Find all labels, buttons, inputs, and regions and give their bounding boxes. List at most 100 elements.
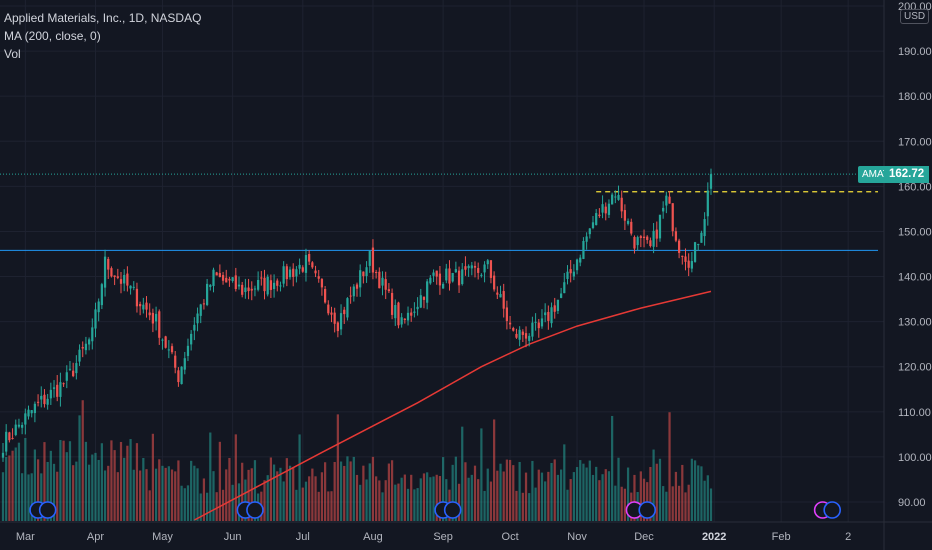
candle-body bbox=[384, 279, 387, 290]
volume-bar bbox=[228, 457, 231, 521]
horizontal-lines[interactable] bbox=[0, 191, 878, 251]
candle-body bbox=[387, 289, 391, 292]
volume-bar bbox=[193, 465, 196, 521]
ma-indicator-label[interactable]: MA (200, close, 0) bbox=[4, 29, 101, 43]
candle-body bbox=[652, 230, 655, 247]
currency-label[interactable]: USD bbox=[900, 9, 930, 24]
candle-body bbox=[371, 247, 375, 273]
volume-bar bbox=[572, 472, 575, 521]
candle-body bbox=[639, 236, 642, 238]
price-tick-label: 110.00 bbox=[898, 407, 931, 419]
volume-bar bbox=[346, 456, 349, 521]
volume-bar bbox=[132, 469, 135, 521]
candle-body bbox=[585, 236, 588, 242]
candle-body bbox=[30, 410, 33, 414]
volume-bar bbox=[642, 478, 646, 521]
volume-bar bbox=[247, 469, 250, 521]
volume-bar bbox=[314, 476, 317, 521]
volume-bar bbox=[681, 464, 684, 521]
candle-body bbox=[547, 311, 550, 321]
volume-bar bbox=[1, 472, 5, 521]
volume-bar bbox=[288, 465, 292, 521]
volume-bar bbox=[470, 474, 473, 521]
candle-body bbox=[394, 305, 397, 319]
volume-bar bbox=[352, 456, 355, 521]
candle-body bbox=[97, 301, 100, 313]
volume-indicator-label[interactable]: Vol bbox=[4, 47, 21, 61]
time-tick-label: Oct bbox=[502, 531, 519, 543]
candle-body bbox=[72, 370, 75, 377]
volume-bar bbox=[190, 460, 193, 521]
volume-bar bbox=[649, 466, 652, 521]
volume-bar bbox=[263, 480, 266, 521]
volume-bar bbox=[349, 461, 352, 521]
volume-bar bbox=[81, 400, 84, 521]
candle-body bbox=[24, 413, 27, 425]
candle-body bbox=[266, 276, 269, 295]
volume-bar bbox=[21, 473, 24, 521]
volume-bar bbox=[655, 463, 658, 521]
volume-bar bbox=[323, 462, 327, 521]
candle-body bbox=[524, 333, 528, 339]
volume-bar bbox=[298, 434, 301, 521]
volume-bar bbox=[547, 471, 550, 521]
candle-body bbox=[432, 272, 435, 276]
candle-body bbox=[231, 277, 234, 282]
volume-bar bbox=[250, 468, 253, 521]
volume-bar bbox=[674, 471, 678, 521]
volume-bar bbox=[139, 470, 142, 521]
volume-bar bbox=[451, 464, 454, 521]
volume-bar bbox=[43, 442, 46, 521]
candle-body bbox=[123, 275, 126, 284]
event-markers[interactable] bbox=[29, 501, 841, 519]
volume-bar bbox=[438, 476, 442, 521]
volume-bar bbox=[52, 463, 56, 521]
candle-body bbox=[177, 370, 180, 383]
volume-bar bbox=[534, 487, 537, 521]
volume-bar bbox=[97, 459, 100, 521]
candle-body bbox=[40, 395, 43, 400]
volume-bar bbox=[103, 470, 107, 521]
volume-bar bbox=[119, 441, 123, 521]
volume-bar bbox=[416, 488, 419, 521]
candle-body bbox=[690, 261, 693, 269]
volume-bar bbox=[540, 472, 544, 521]
price-axis[interactable]: 90.00 100.00 110.00 120.00 130.00 140.00 150.0… bbox=[898, 1, 932, 509]
candle-body bbox=[84, 343, 88, 351]
volume-bar bbox=[620, 486, 623, 521]
price-tick-label: 150.00 bbox=[898, 226, 932, 238]
candle-body bbox=[674, 231, 678, 241]
volume-bar bbox=[317, 491, 320, 521]
candle-body bbox=[378, 271, 381, 289]
volume-bar bbox=[381, 492, 384, 521]
candle-body bbox=[413, 311, 416, 313]
candle-body bbox=[209, 284, 212, 288]
candle-body bbox=[515, 333, 518, 338]
volume-bar bbox=[129, 439, 132, 521]
candle-body bbox=[190, 333, 193, 345]
candle-body bbox=[601, 204, 604, 213]
candle-body bbox=[269, 280, 273, 290]
candle-body bbox=[464, 266, 467, 270]
candle-body bbox=[441, 283, 445, 289]
volume-bar bbox=[384, 480, 387, 521]
volume-bar bbox=[697, 465, 700, 521]
volume-bar bbox=[72, 465, 75, 521]
price-tick-label: 160.00 bbox=[898, 181, 932, 193]
candle-body bbox=[642, 236, 646, 239]
volume-bar bbox=[308, 476, 311, 521]
volume-bar bbox=[429, 477, 432, 521]
volume-bars bbox=[1, 400, 713, 521]
price-tick-label: 100.00 bbox=[898, 452, 932, 464]
time-axis[interactable]: Mar Apr May Jun Jul Aug Sep Oct Nov Dec 2022 Feb 2 bbox=[16, 531, 851, 543]
candle-body bbox=[406, 312, 410, 321]
candle-body bbox=[588, 228, 591, 235]
candle-body bbox=[429, 277, 432, 284]
candle-body bbox=[700, 232, 703, 243]
volume-bar bbox=[17, 442, 21, 521]
volume-bar bbox=[464, 462, 467, 521]
volume-bar bbox=[480, 428, 483, 521]
volume-bar bbox=[339, 461, 343, 521]
volume-bar bbox=[94, 452, 97, 521]
